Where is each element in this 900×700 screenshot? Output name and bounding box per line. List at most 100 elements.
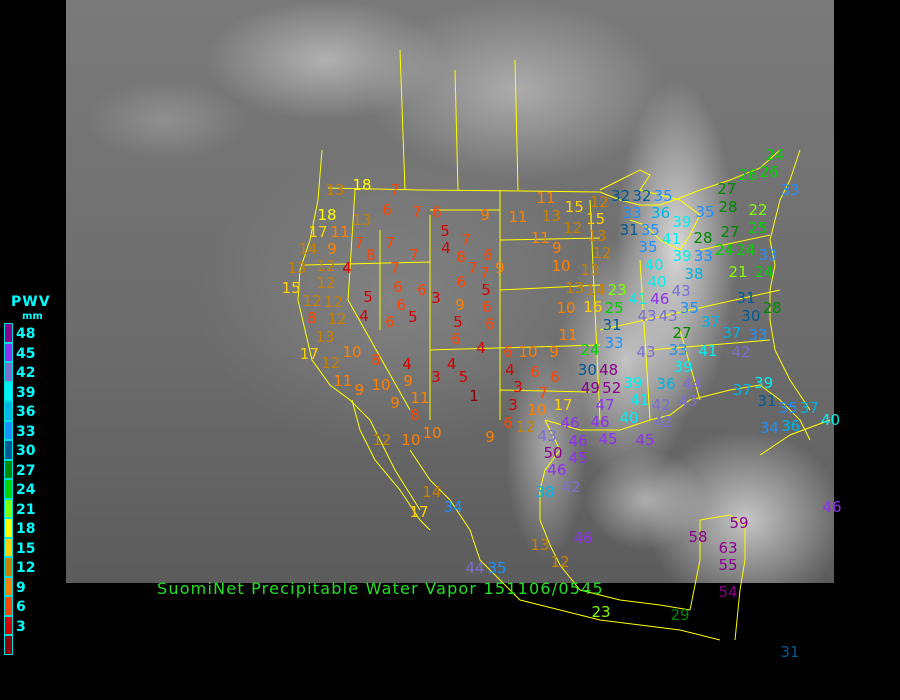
station-pwv-value: 9 xyxy=(485,427,495,446)
station-pwv-value: 4 xyxy=(342,258,352,277)
station-pwv-value: 9 xyxy=(455,296,465,315)
legend-tick-label: 30 xyxy=(16,443,36,459)
station-pwv-value: 35 xyxy=(638,238,658,257)
station-pwv-value: 6 xyxy=(503,342,513,361)
station-pwv-value: 42 xyxy=(561,478,581,497)
station-pwv-value: 12 xyxy=(321,354,341,373)
station-pwv-value: 8 xyxy=(410,406,420,425)
station-pwv-value: 8 xyxy=(307,308,317,327)
station-pwv-value: 13 xyxy=(287,259,307,278)
legend-swatch xyxy=(4,576,13,596)
station-pwv-value: 9 xyxy=(390,393,400,412)
station-pwv-value: 9 xyxy=(549,342,559,361)
legend-swatch xyxy=(4,420,13,440)
legend-tick-label: 36 xyxy=(16,404,36,420)
station-pwv-value: 5 xyxy=(458,367,469,386)
station-pwv-value: 18 xyxy=(352,175,372,194)
station-pwv-value: 36 xyxy=(651,204,671,223)
station-pwv-value: 35 xyxy=(778,399,798,418)
station-pwv-value: 33 xyxy=(622,204,642,223)
station-pwv-value: 7 xyxy=(461,230,471,249)
station-pwv-value: 12 xyxy=(324,293,344,312)
station-pwv-value: 48 xyxy=(599,361,619,380)
atlantic-coast xyxy=(769,149,811,411)
station-pwv-value: 23 xyxy=(607,280,627,299)
station-pwv-value: 10 xyxy=(518,342,538,361)
station-pwv-value: 54 xyxy=(718,582,738,601)
station-pwv-value: 13 xyxy=(580,261,600,280)
legend-swatch xyxy=(4,615,13,635)
station-pwv-value: 5 xyxy=(453,313,463,332)
station-pwv-value: 17 xyxy=(553,395,573,414)
yucatan-coast xyxy=(689,514,746,641)
pacific-coast xyxy=(297,149,421,511)
station-pwv-value: 35 xyxy=(679,298,699,317)
legend-tick-label: 24 xyxy=(16,482,36,498)
station-pwv-value: 9 xyxy=(495,258,505,277)
station-pwv-value: 33 xyxy=(758,245,778,264)
station-pwv-value: 6 xyxy=(451,330,461,349)
legend-swatch xyxy=(4,557,13,577)
station-pwv-value: 5 xyxy=(363,287,373,306)
station-pwv-value: 43 xyxy=(637,306,657,325)
station-pwv-value: 38 xyxy=(535,482,555,501)
station-pwv-value: 9 xyxy=(403,371,413,390)
station-pwv-value: 33 xyxy=(668,340,688,359)
us-canada-border xyxy=(327,149,781,206)
station-pwv-value: 58 xyxy=(688,527,708,546)
station-pwv-value: 5 xyxy=(481,280,491,299)
station-pwv-value: 28 xyxy=(762,298,782,317)
station-pwv-value: 46 xyxy=(560,413,580,432)
station-pwv-value: 46 xyxy=(822,497,842,516)
station-pwv-value: 13 xyxy=(352,210,372,229)
station-pwv-value: 47 xyxy=(595,395,615,414)
station-pwv-value: 9 xyxy=(480,205,490,224)
station-pwv-value: 6 xyxy=(396,295,406,314)
station-pwv-value: 3 xyxy=(508,395,518,414)
station-pwv-value: 8 xyxy=(371,350,381,369)
station-pwv-value: 25 xyxy=(604,299,624,318)
station-pwv-value: 26 xyxy=(759,162,779,181)
station-pwv-value: 35 xyxy=(653,187,673,206)
station-pwv-value: 9 xyxy=(327,240,337,259)
legend-swatch xyxy=(4,635,13,655)
station-pwv-value: 35 xyxy=(487,558,507,577)
legend-tick-label: 15 xyxy=(16,540,36,557)
station-pwv-value: 36 xyxy=(781,416,801,435)
legend-swatch xyxy=(4,323,13,343)
station-pwv-value: 25 xyxy=(748,218,768,237)
legend-tick-label: 39 xyxy=(16,384,36,401)
station-pwv-value: 46 xyxy=(547,460,567,479)
station-pwv-value: 1 xyxy=(469,386,479,405)
station-pwv-value: 32 xyxy=(611,187,631,206)
station-pwv-value: 11 xyxy=(330,222,350,241)
station-pwv-value: 3 xyxy=(431,288,441,307)
station-pwv-value: 15 xyxy=(281,278,301,297)
baja-coast xyxy=(351,399,431,531)
station-pwv-value: 5 xyxy=(440,221,450,240)
legend-tick-label: 21 xyxy=(16,501,36,518)
station-pwv-value: 28 xyxy=(718,197,738,216)
station-pwv-value: 43 xyxy=(658,306,678,325)
station-pwv-value: 7 xyxy=(390,258,400,277)
station-pwv-value: 12 xyxy=(592,244,612,263)
legend-swatch xyxy=(4,479,13,499)
station-pwv-value: 6 xyxy=(485,315,495,334)
map-title: SuomiNet Precipitable Water Vapor 151106… xyxy=(157,579,604,598)
station-pwv-value: 13 xyxy=(315,327,335,346)
legend-swatch xyxy=(4,381,13,401)
station-pwv-value: 52 xyxy=(602,378,622,397)
station-pwv-value: 6 xyxy=(385,312,395,331)
station-pwv-value: 31 xyxy=(736,289,756,308)
station-pwv-value: 41 xyxy=(662,230,682,249)
station-pwv-value: 42 xyxy=(731,343,751,362)
satellite-image xyxy=(66,0,834,583)
legend-tick-label: 18 xyxy=(16,521,36,537)
station-pwv-value: 42 xyxy=(651,395,671,414)
station-pwv-value: 43 xyxy=(678,391,698,410)
station-pwv-value: 37 xyxy=(799,398,819,417)
station-pwv-value: 11 xyxy=(508,207,528,226)
station-pwv-value: 46 xyxy=(573,528,593,547)
station-pwv-value: 6 xyxy=(393,277,403,296)
station-pwv-value: 12 xyxy=(316,274,336,293)
